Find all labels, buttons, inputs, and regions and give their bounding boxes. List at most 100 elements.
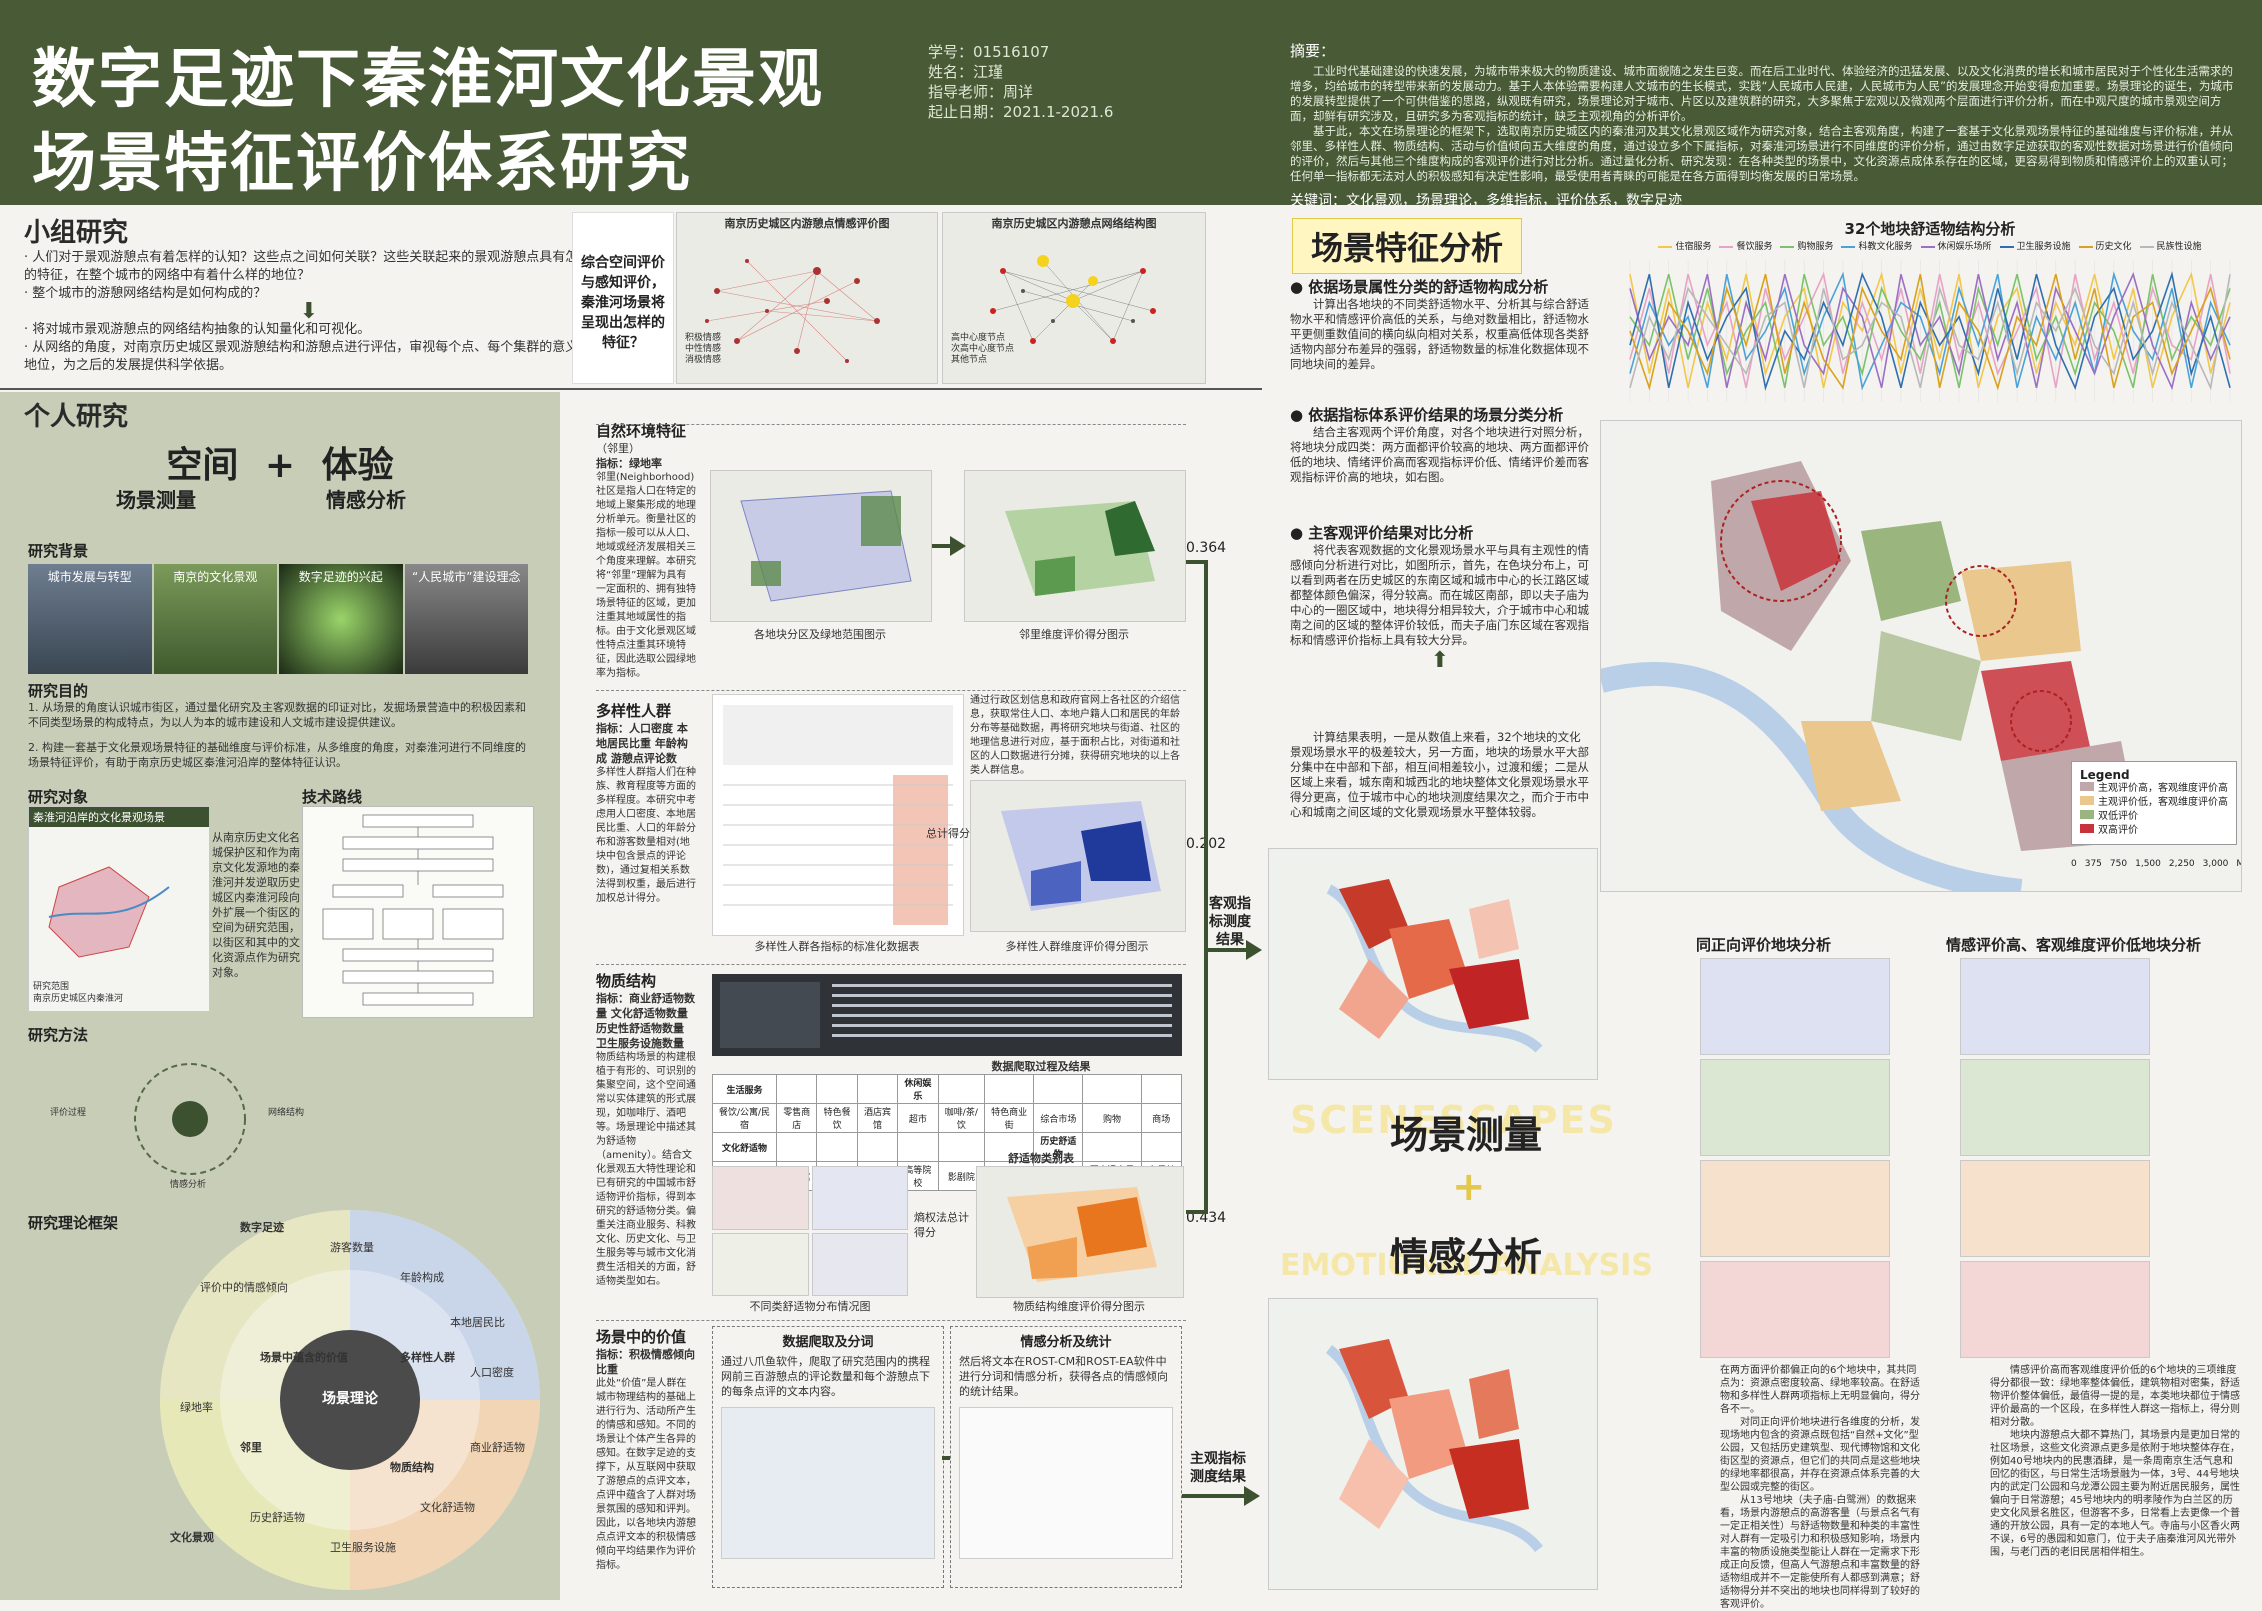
amenity-row: 生活服务 休闲娱乐 (711, 1074, 1182, 1104)
analysis-p1: 计算出各地块的不同类舒适物水平、分析其与综合舒适物水平和情感评价高低的关系，与绝… (1290, 297, 1589, 371)
amenity-cell: 文化舒适物 (711, 1132, 778, 1162)
chart-legend-label: 卫生服务设施 (2016, 242, 2071, 252)
framework-ring1-3: 物质结构 (390, 1461, 434, 1474)
bg-tile-0: 城市发展与转型 (28, 564, 152, 674)
scale-unit: Meters (2236, 859, 2241, 869)
same-map-2 (1700, 1059, 1890, 1156)
dates: 起止日期：2021.1-2021.6 (928, 103, 1114, 121)
objective-heat-map (1326, 879, 1543, 1053)
diverse-title: 多样性人群 (596, 702, 672, 720)
material-cap-data: 数据爬取过程及结果 (991, 1060, 1091, 1073)
crawl-web-screenshot (721, 1407, 935, 1559)
legend-title: Legend (2080, 768, 2130, 782)
same-text-3: 从13号地块（夫子庙-白鹭洲）的数据来看，场景内游憩点的高游客量（与景点名气有一… (1720, 1495, 1920, 1610)
diverse-block: 多样性人群 指标：人口密度 本地居民比重 年龄构成 游憩点评论数 多样性人群指人… (596, 700, 696, 906)
mini-map-2 (811, 1166, 908, 1230)
chart-legend-label: 餐饮服务 (1736, 242, 1773, 252)
nature-score-map (1005, 501, 1155, 596)
abstract-label: 摘要： (1290, 42, 1336, 60)
crawl-screen (720, 982, 1172, 1048)
object-title: 研究对象 (28, 788, 89, 806)
material-cap-maps: 不同类舒适物分布情况图 (749, 1300, 871, 1313)
score-material: 0.434 (1186, 1210, 1227, 1226)
object-legend-1: 南京历史城区内秦淮河 (33, 994, 124, 1004)
material-map (976, 1166, 1184, 1298)
chart-legend-label: 历史文化 (2095, 242, 2132, 252)
bg-tile-1: 南京的文化景观 (153, 564, 277, 674)
space-word: 空间 (166, 445, 239, 486)
object-legend-0: 研究范围 (33, 982, 70, 992)
chart-legend-label: 民族性设施 (2156, 242, 2202, 252)
chart-legend-swatch (2139, 245, 2154, 248)
background-title: 研究背景 (28, 542, 89, 560)
amenity-row: 文化舒适物 历史舒适物 (711, 1132, 1182, 1162)
amenity-cell: 咖啡/茶/饮 (937, 1103, 986, 1133)
amenity-cell: 特色餐饮 (816, 1103, 858, 1133)
framework-wheel: 场景理论 场景中蕴含的价值 多样性人群 邻里 物质结构 评价中的情感倾向 游客数… (150, 1200, 550, 1595)
diverse-dash (596, 690, 1186, 691)
nature-map-1 (710, 470, 932, 622)
group-a1: · 将对城市景观游憩点的网络结构抽象的认知量化和可视化。 (24, 322, 371, 337)
nature-block: 自然环境特征 （邻里） 指标：绿地率 邻里(Neighborhood)社区是指人… (596, 420, 696, 681)
emotion-result-screenshot (959, 1407, 1173, 1559)
amenity-cell: 零售商店 (776, 1103, 818, 1133)
amenity-cell (776, 1132, 818, 1162)
chart-legend-swatch (2078, 245, 2093, 248)
scale-3: 1,500 (2135, 859, 2161, 869)
diff-map-stack (1960, 958, 2150, 1358)
nature-cap-2: 邻里维度评价得分图示 (1019, 628, 1129, 641)
abstract-p2: 基于此，本文在场景理论的框架下，选取南京历史城区内的秦淮河及其文化景观区域作为研… (1290, 124, 2233, 183)
diverse-total: 总计得分 (926, 827, 970, 840)
plus-word: + (264, 445, 296, 486)
up-arrow-icon: ⬆ (1430, 648, 1450, 673)
framework-ring2-8: 历史舒适物 (250, 1511, 305, 1524)
chart-legend-swatch (1658, 245, 1673, 248)
objective-result: 客观指标测度结果 (1209, 896, 1251, 948)
analysis-p3: 将代表客观数据的文化景观场景水平与具有主观性的情感倾向分析进行对比，如图所示，首… (1290, 543, 1589, 647)
nature-text: 邻里(Neighborhood)社区是指人口在特定的地域上聚集形成的地理分析单元… (596, 472, 696, 679)
crawl-screenshot (712, 974, 1182, 1056)
group-map-2: 南京历史城区内游憩点网络结构图 高中心度节点 次高中心度节点 其他节点 (942, 212, 1206, 384)
diverse-cap-2: 多样性人群维度评价得分图示 (1005, 940, 1149, 953)
header-banner: 数字足迹下秦淮河文化景观 场景特征评价体系研究 学号：01516107 姓名：江… (0, 0, 2262, 209)
analysis-block-2: ● 依据指标体系评价结果的场景分类分析 结合主客观两个评价角度，对各个地块进行对… (1290, 404, 1590, 485)
amenity-cell: 生活服务 (711, 1074, 778, 1104)
tech-title: 技术路线 (302, 788, 363, 806)
framework-ring2-5: 商业舒适物 (470, 1441, 525, 1454)
diff-text: 情感评价高而客观维度评价低的6个地块的三项维度得分都很一致：绿地率整体偏低，建筑… (1990, 1364, 2240, 1559)
classification-map: Legend 主观评价高，客观维度评价高 主观评价低，客观维度评价高 双低评价 … (1600, 420, 2242, 892)
purpose-1: 1. 从场景的角度认识城市街区，通过量化研究及主客观数据的印证对比，发掘场景营造… (28, 701, 526, 729)
mini-map-3 (712, 1232, 809, 1296)
bg-tile-2: 数字足迹的兴起 (279, 564, 403, 674)
analysis-p2: 结合主客观两个评价角度，对各个地块进行对照分析，将地块分成四类：两方面都评价较高… (1290, 425, 1589, 484)
material-index: 指标：商业舒适物数量 文化舒适物数量 历史性舒适物数量 卫生服务设施数量 (596, 992, 695, 1050)
amenity-cell: 综合市场 (1033, 1103, 1084, 1133)
same-text-2: 对同正向评价地块进行各维度的分析，发现场地内包含的资源点既包括“自然+文化”型公… (1720, 1417, 1920, 1493)
amenity-cell (1033, 1074, 1084, 1104)
question-box: 综合空间评价与感知评价，秦淮河场景将呈现出怎样的特征？ (572, 212, 674, 384)
chart-legend-swatch (1780, 245, 1795, 248)
chart-legend-item: 历史文化 (2078, 239, 2132, 252)
framework-ring2-1: 游客数量 (330, 1241, 374, 1254)
scale-2: 750 (2109, 859, 2128, 869)
material-dash (596, 964, 1186, 965)
crawl-title: 数据爬取及分词 (782, 1335, 874, 1350)
amenity-cell (816, 1074, 858, 1104)
nature-index: 指标：绿地率 (596, 457, 662, 470)
experience-word: 体验 (321, 445, 394, 486)
map1-legend-1: 中性情感 (685, 344, 722, 354)
measure-label: 场景测量 (116, 488, 196, 512)
method-diagram: 评价过程 网络结构 情感分析 (40, 1044, 340, 1194)
purpose-2: 2. 构建一套基于文化景观场景特征的基础维度与评价标准，从多维度的角度，对秦淮河… (28, 741, 526, 769)
same-text: 在两方面评价都偏正向的6个地块中，其共同点为：资源点密度较高、绿地率较高。在舒适… (1720, 1364, 1920, 1611)
map2-title: 南京历史城区内游憩点网络结构图 (991, 217, 1157, 230)
group-a2: · 从网络的角度，对南京历史城区景观游憩结构和游憩点进行评估，审视每个点、每个集… (24, 340, 592, 373)
value-mid-arrow (942, 1456, 950, 1460)
framework-ring2-0: 评价中的情感倾向 (200, 1281, 288, 1294)
emotion-text: 然后将文本在ROST-CM和ROST-EA软件中进行分词和情感分析，获得各点的情… (959, 1355, 1168, 1398)
title-line-2: 场景特征评价体系研究 (32, 127, 692, 201)
chart-legend-item: 休闲娱乐场所 (1920, 239, 1992, 252)
framework-outer-0: 数字足迹 (240, 1221, 284, 1234)
legend-item-0-text: 主观评价高，客观维度评价高 (2098, 783, 2228, 794)
object-map-legend: 研究范围 南京历史城区内秦淮河 (29, 981, 209, 1005)
